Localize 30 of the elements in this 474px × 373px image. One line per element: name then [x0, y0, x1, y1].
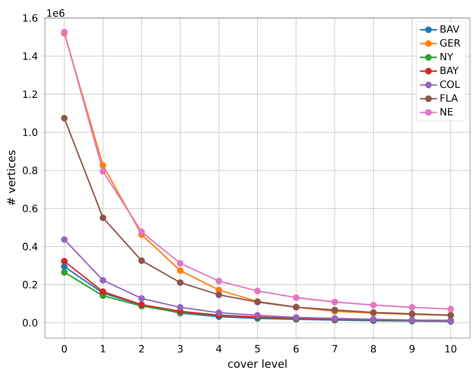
legend-label: COL [440, 80, 460, 88]
x-tick-label: 2 [139, 345, 144, 352]
legend-label: GER [440, 39, 460, 47]
x-tick-label: 4 [216, 345, 222, 352]
y-tick-label: 1.4 [23, 52, 38, 60]
y-tick-label: 0.2 [22, 280, 37, 288]
x-tick-label: 7 [332, 345, 338, 352]
y-axis-title: # vertices [6, 150, 16, 206]
legend-label: FLA [440, 94, 458, 102]
x-tick-label: 10 [445, 345, 456, 353]
legend-label: BAY [440, 66, 459, 74]
x-tick-label: 9 [410, 345, 415, 353]
y-tick-label: 1.2 [23, 90, 37, 98]
y-tick-label: 0.4 [22, 242, 38, 250]
x-tick-label: 8 [370, 345, 376, 353]
y-tick-label: 0.6 [22, 204, 38, 212]
y-tick-label: 1.6 [23, 14, 38, 22]
y-tick-label: 1.0 [23, 128, 38, 136]
x-tick-label: 1 [100, 345, 106, 352]
x-axis-title: cover level [228, 359, 286, 368]
legend-label: BAV [440, 25, 460, 33]
legend-label: NE [440, 108, 453, 116]
x-tick-label: 0 [62, 345, 67, 353]
legend-label: NY [440, 52, 454, 60]
x-tick-label: 6 [294, 345, 299, 353]
text: 1e6 [47, 9, 64, 17]
x-tick-label: 5 [255, 345, 260, 352]
y-tick-label: 0.8 [22, 166, 38, 174]
x-tick-label: 3 [178, 345, 183, 353]
y-tick-label: 0.0 [22, 318, 38, 327]
